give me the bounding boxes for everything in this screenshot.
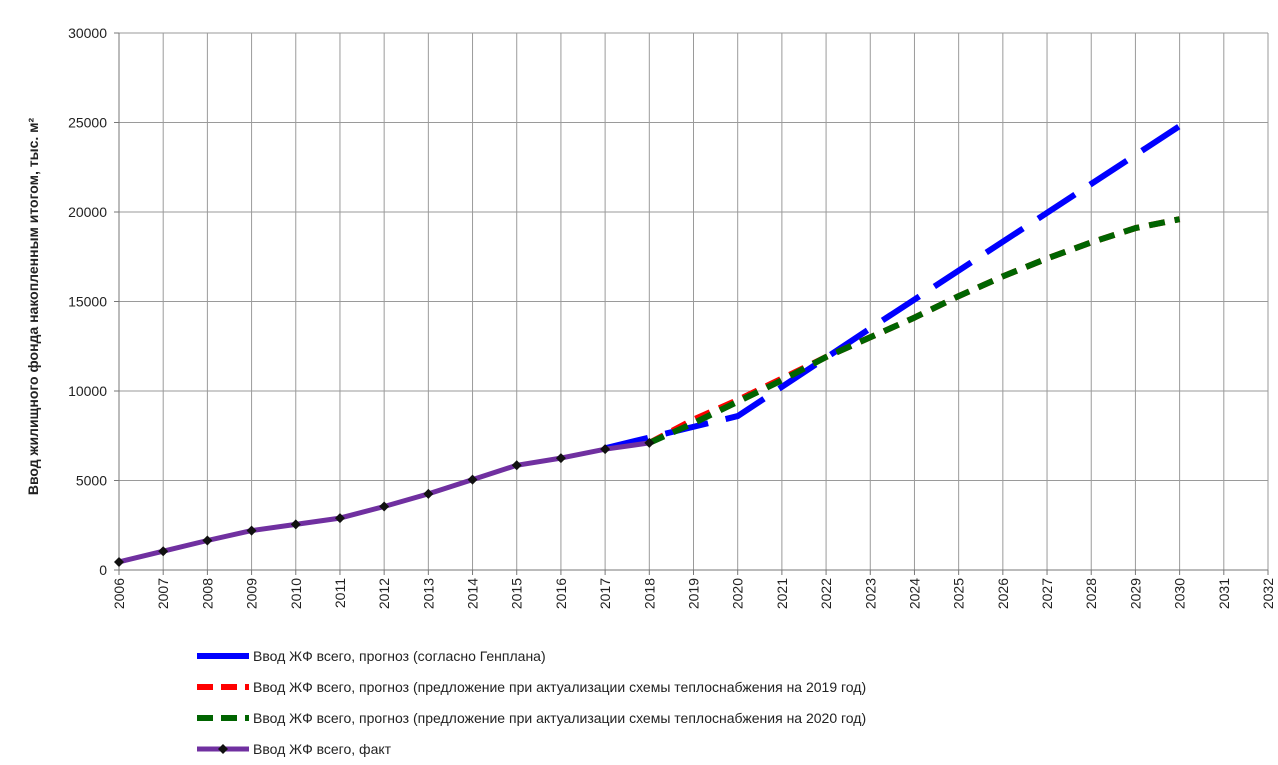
series-line (604, 123, 1182, 452)
data-point (511, 460, 522, 471)
x-tick-label: 2014 (465, 578, 481, 609)
x-tick-label: 2026 (995, 578, 1011, 609)
x-tick-label: 2017 (597, 578, 613, 609)
x-tick-label: 2009 (244, 578, 260, 609)
data-point (334, 513, 345, 524)
legend-marker (218, 744, 228, 754)
y-tick-label: 0 (99, 562, 107, 578)
x-tick-label: 2027 (1039, 578, 1055, 609)
y-axis-ticks: 0 5000 10000 15000 20000 25000 30000 (68, 25, 107, 578)
x-axis-ticks: 2006 2007 2008 2009 2010 2011 2012 2013 2014 2015… (111, 578, 1276, 609)
x-tick-label: 2012 (376, 578, 392, 609)
y-tick-label: 10000 (68, 383, 107, 399)
y-tick-label: 20000 (68, 204, 107, 220)
x-tick-label: 2021 (774, 578, 790, 609)
y-tick-label: 5000 (76, 473, 107, 489)
data-point (379, 501, 390, 512)
y-axis-label: Ввод жилищного фонда накопленным итогом,… (25, 118, 41, 496)
chart-legend: Ввод ЖФ всего, прогноз (согласно Генплан… (197, 648, 866, 757)
data-point (423, 488, 434, 499)
x-tick-label: 2013 (420, 578, 436, 609)
x-tick-label: 2006 (111, 578, 127, 609)
legend-label: Ввод ЖФ всего, прогноз (предложение при … (253, 679, 866, 695)
x-tick-label: 2010 (288, 578, 304, 609)
chart-axes (114, 32, 1269, 575)
legend-label: Ввод ЖФ всего, факт (253, 741, 392, 757)
data-point (202, 535, 213, 546)
x-tick-label: 2023 (862, 578, 878, 609)
data-point (600, 444, 611, 455)
series-line (648, 216, 1181, 446)
x-tick-label: 2028 (1083, 578, 1099, 609)
x-tick-label: 2024 (906, 578, 922, 609)
y-tick-label: 30000 (68, 25, 107, 41)
y-tick-label: 25000 (68, 115, 107, 131)
x-tick-label: 2030 (1172, 578, 1188, 609)
legend-label: Ввод ЖФ всего, прогноз (предложение при … (253, 710, 866, 726)
data-point (290, 519, 301, 530)
x-tick-label: 2031 (1216, 578, 1232, 609)
data-point (467, 474, 478, 485)
x-tick-label: 2025 (951, 578, 967, 609)
x-tick-label: 2020 (730, 578, 746, 609)
x-tick-label: 2019 (686, 578, 702, 609)
plot-area (114, 123, 1182, 567)
x-tick-label: 2032 (1260, 578, 1276, 609)
x-tick-label: 2016 (553, 578, 569, 609)
data-point (644, 437, 655, 448)
x-tick-label: 2022 (818, 578, 834, 609)
chart-grid (118, 32, 1269, 571)
data-point (246, 525, 257, 536)
x-tick-label: 2018 (641, 578, 657, 609)
legend-label: Ввод ЖФ всего, прогноз (согласно Генплан… (253, 648, 546, 664)
x-tick-label: 2008 (199, 578, 215, 609)
x-tick-label: 2007 (155, 578, 171, 609)
x-tick-label: 2011 (332, 578, 348, 608)
data-point (158, 546, 169, 557)
y-tick-label: 15000 (68, 294, 107, 310)
x-tick-label: 2029 (1127, 578, 1143, 609)
data-point (555, 453, 566, 464)
x-tick-label: 2015 (509, 578, 525, 609)
data-point (114, 556, 124, 567)
